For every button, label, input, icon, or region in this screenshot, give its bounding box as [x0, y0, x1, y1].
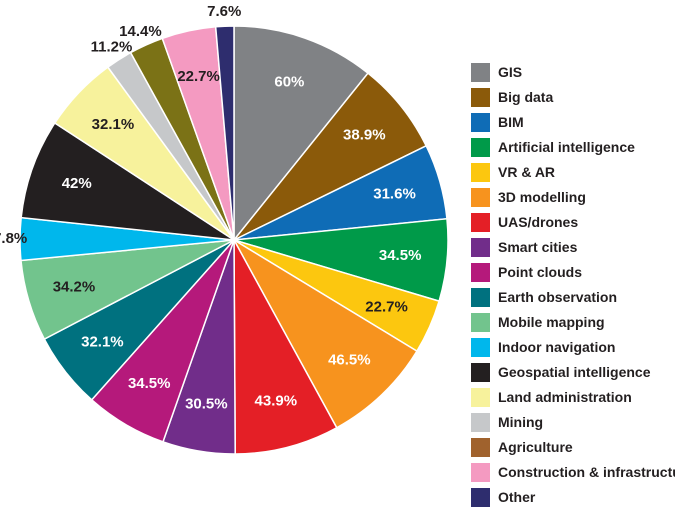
slice-geospatial-intelligence — [20, 121, 235, 241]
legend-label-mining: Mining — [498, 414, 543, 430]
slice-label-smart-cities: 30.5% — [185, 396, 228, 413]
slice-label-bim: 31.6% — [373, 185, 416, 202]
legend-swatch-indoor-navigation — [471, 338, 490, 357]
legend-swatch-uas-drones — [471, 213, 490, 232]
slice-label-indoor-navigation: 17.8% — [0, 230, 27, 247]
legend-label-indoor-navigation: Indoor navigation — [498, 339, 615, 355]
slice-label-mobile-mapping: 34.2% — [53, 278, 96, 295]
legend-label-other: Other — [498, 489, 536, 505]
slice-label-3d-modelling: 46.5% — [328, 352, 371, 369]
legend-swatch-mining — [471, 413, 490, 432]
legend-swatch-mobile-mapping — [471, 313, 490, 332]
slice-label-mining: 11.2% — [91, 39, 133, 56]
legend-label-earth-observation: Earth observation — [498, 289, 617, 305]
legend-label-big-data: Big data — [498, 89, 553, 105]
pie-slice-labels: 60% 38.9% 31.6% 34.5% 22.7% 46.5% 43.9% 30.5% 34… — [0, 3, 421, 412]
slice-label-earth-observation: 32.1% — [81, 334, 124, 351]
legend-label-bim: BIM — [498, 114, 524, 130]
legend-swatch-agriculture — [471, 438, 490, 457]
slice-label-artificial-intelligence: 34.5% — [379, 247, 422, 264]
legend-label-mobile-mapping: Mobile mapping — [498, 314, 605, 330]
legend-label-geospatial-intelligence: Geospatial intelligence — [498, 364, 651, 380]
legend-label-land-administration: Land administration — [498, 389, 632, 405]
legend-swatch-construction-and-infrastructure — [471, 463, 490, 482]
slice-other — [214, 25, 235, 241]
legend-label-uas-drones: UAS/drones — [498, 214, 578, 230]
slice-label-construction-and-infrastructure: 22.7% — [177, 68, 220, 85]
legend-swatch-vr-and-ar — [471, 163, 490, 182]
legend-swatch-earth-observation — [471, 288, 490, 307]
slice-label-uas-drones: 43.9% — [255, 393, 298, 410]
legend-label-gis: GIS — [498, 64, 522, 80]
legend-swatch-smart-cities — [471, 238, 490, 257]
slice-label-vr-and-ar: 22.7% — [365, 299, 408, 316]
legend-label-vr-and-ar: VR & AR — [498, 164, 555, 180]
pie-slices — [19, 25, 449, 455]
slice-uas-drones — [233, 239, 338, 455]
slice-gis — [233, 25, 370, 243]
slice-label-big-data: 38.9% — [343, 127, 386, 144]
legend-label-agriculture: Agriculture — [498, 439, 573, 455]
legend-swatch-gis — [471, 63, 490, 82]
legend: GIS Big data BIM Artificial intelligence VR … — [471, 63, 675, 507]
legend-swatch-point-clouds — [471, 263, 490, 282]
legend-swatch-geospatial-intelligence — [471, 363, 490, 382]
slice-3d-modelling — [232, 237, 418, 429]
legend-swatch-land-administration — [471, 388, 490, 407]
legend-label-smart-cities: Smart cities — [498, 239, 578, 255]
slice-label-point-clouds: 34.5% — [128, 375, 171, 392]
legend-label-point-clouds: Point clouds — [498, 264, 582, 280]
legend-swatch-artificial-intelligence — [471, 138, 490, 157]
legend-label-3d-modelling: 3D modelling — [498, 189, 586, 205]
legend-label-artificial-intelligence: Artificial intelligence — [498, 139, 635, 155]
slice-label-gis: 60% — [274, 74, 304, 91]
slice-label-land-administration: 32.1% — [92, 116, 135, 133]
slice-label-other: 7.6% — [207, 3, 241, 20]
slice-label-geospatial-intelligence: 42% — [62, 175, 92, 192]
slice-label-agriculture: 14.4% — [119, 23, 162, 40]
legend-swatch-other — [471, 488, 490, 507]
legend-swatch-bim — [471, 113, 490, 132]
legend-swatch-3d-modelling — [471, 188, 490, 207]
legend-swatch-big-data — [471, 88, 490, 107]
legend-label-construction-and-infrastructure: Construction & infrastructure — [498, 464, 675, 480]
